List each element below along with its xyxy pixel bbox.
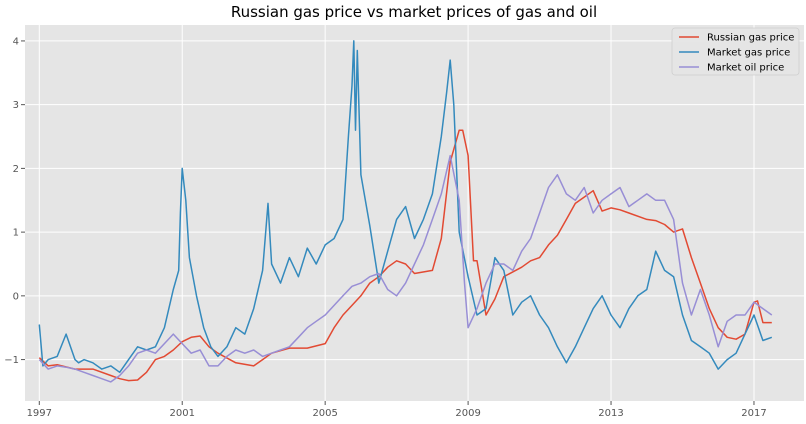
x-tick-label: 2017 <box>741 408 766 419</box>
y-tick-label: −1 <box>4 355 19 366</box>
y-axis: −1 0 1 2 3 4 <box>4 36 25 366</box>
y-tick-label: 2 <box>13 164 19 175</box>
series-line-0 <box>38 129 772 382</box>
y-tick-label: 4 <box>13 36 19 47</box>
series-line-2 <box>38 154 773 383</box>
x-tick-label: 2009 <box>455 408 480 419</box>
legend-label: Market gas price <box>707 48 790 59</box>
y-tick-label: 0 <box>13 291 19 302</box>
legend-label: Market oil price <box>707 63 784 74</box>
y-tick-label: 3 <box>13 100 19 111</box>
x-tick-label: 1997 <box>27 408 52 419</box>
plot-area <box>25 25 804 401</box>
x-tick-label: 2005 <box>312 408 337 419</box>
y-tick-label: 1 <box>13 228 19 239</box>
x-axis: 1997 2001 2005 2009 2013 2017 <box>27 401 767 419</box>
x-tick-label: 2013 <box>598 408 623 419</box>
legend-box <box>671 27 800 76</box>
series-line-1 <box>38 40 773 374</box>
x-tick-label: 2001 <box>170 408 195 419</box>
legend-label: Russian gas price <box>707 33 794 44</box>
series-layer <box>38 40 773 383</box>
chart-title: Russian gas price vs market prices of ga… <box>231 3 597 21</box>
legend: Russian gas price Market gas price Market … <box>671 27 800 76</box>
